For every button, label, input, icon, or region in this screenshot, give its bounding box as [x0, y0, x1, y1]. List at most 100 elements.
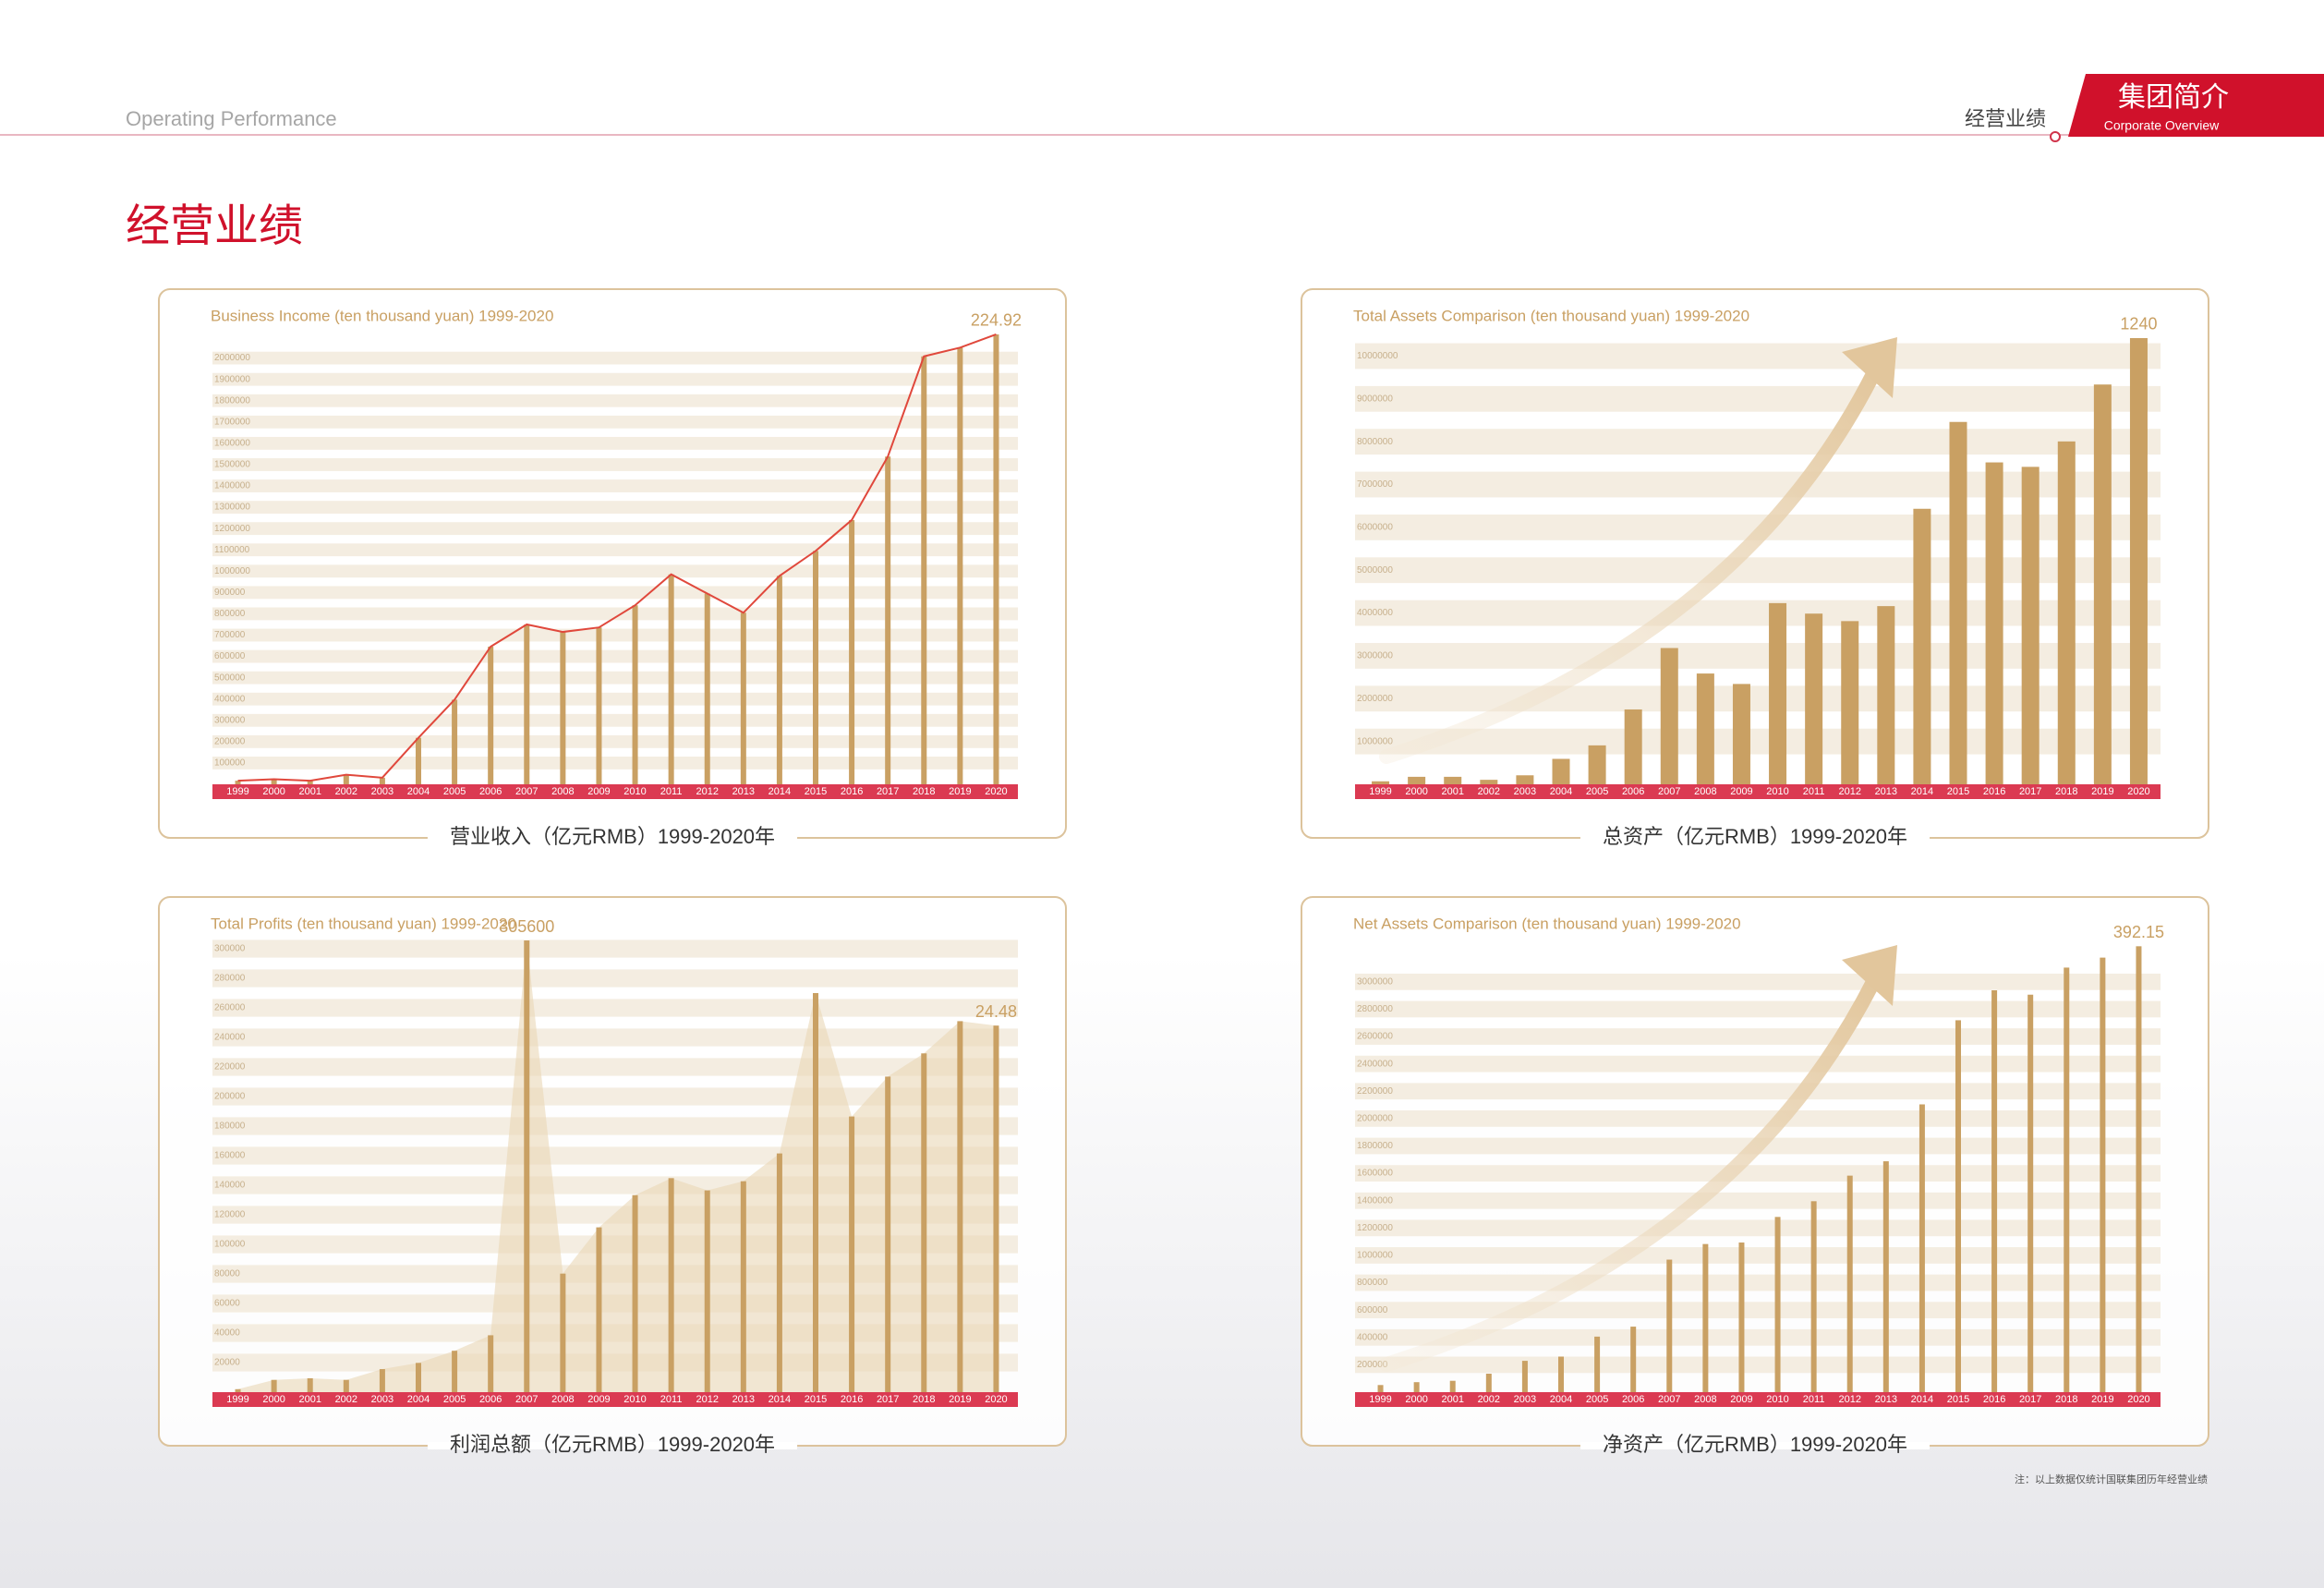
x-tick-label: 2006 [1622, 786, 1644, 797]
x-tick-label: 2013 [1875, 786, 1897, 797]
grid-stripe [1355, 1165, 2161, 1182]
grid-stripe [212, 458, 1018, 471]
chart-title: Total Profits (ten thousand yuan) 1999-2… [211, 915, 516, 932]
bar [1444, 776, 1462, 784]
x-tick-label: 2004 [1550, 786, 1572, 797]
bar [1913, 508, 1931, 784]
chart-panel: Business Income (ten thousand yuan) 1999… [158, 288, 1067, 848]
y-tick-label: 300000 [214, 944, 246, 954]
tab-title: 集团简介 [2118, 82, 2229, 113]
chart-panel: Net Assets Comparison (ten thousand yuan… [1301, 896, 2209, 1456]
bar [2129, 337, 2148, 784]
grid-stripe [1355, 1302, 2161, 1319]
grid-stripe [1355, 1000, 2161, 1018]
bar [271, 779, 277, 784]
trend-arrow [1379, 973, 1882, 1372]
grid-stripe [212, 1028, 1018, 1047]
grid-stripe [1355, 600, 2161, 626]
chart-caption: 利润总额（亿元RMB）1999-2020年 [450, 1433, 775, 1456]
grid-stripe [212, 564, 1018, 578]
bar [2136, 946, 2142, 1392]
page-title: 经营业绩 [126, 202, 303, 251]
x-tick-label: 2008 [551, 1394, 574, 1405]
x-tick-label: 2014 [769, 786, 791, 797]
grid-stripe [1355, 1247, 2161, 1264]
header-section: 经营业绩 [1965, 107, 2046, 130]
bar [524, 940, 530, 1392]
x-tick-label: 2002 [335, 786, 357, 797]
y-tick-label: 1600000 [1357, 1169, 1393, 1179]
x-tick-label: 2018 [913, 1394, 935, 1405]
bar [2093, 384, 2112, 784]
bar [1449, 1380, 1456, 1392]
x-tick-label: 2002 [1478, 1394, 1500, 1405]
bar [957, 1021, 963, 1392]
y-tick-label: 600000 [1357, 1305, 1388, 1315]
bar [1413, 1382, 1420, 1392]
bar [1769, 602, 1787, 784]
x-tick-label: 2005 [1586, 1394, 1608, 1405]
x-tick-label: 2001 [298, 786, 321, 797]
grid-stripe [212, 586, 1018, 600]
bar [921, 356, 927, 784]
y-tick-label: 280000 [214, 974, 246, 984]
annotation: 1240 [2120, 315, 2157, 333]
bar [1624, 709, 1642, 784]
bar [1521, 1361, 1528, 1392]
bar [1919, 1104, 1925, 1392]
x-tick-label: 2011 [1803, 1394, 1825, 1405]
bar [1485, 1374, 1492, 1392]
x-tick-label: 2007 [515, 786, 538, 797]
x-tick-label: 2017 [2019, 1394, 2041, 1405]
x-tick-label: 2000 [262, 786, 284, 797]
chart-caption: 总资产（亿元RMB）1999-2020年 [1603, 825, 1907, 848]
x-tick-label: 2014 [769, 1394, 791, 1405]
y-tick-label: 1800000 [1357, 1141, 1393, 1151]
y-tick-label: 300000 [214, 715, 246, 725]
x-tick-label: 2013 [732, 786, 755, 797]
x-tick-label: 2020 [985, 1394, 1007, 1405]
bar [343, 1379, 349, 1392]
x-tick-label: 2016 [1983, 786, 2005, 797]
x-tick-label: 2001 [1441, 1394, 1463, 1405]
bar [596, 627, 602, 784]
x-tick-label: 2019 [2091, 1394, 2113, 1405]
x-tick-label: 2007 [1658, 786, 1680, 797]
y-tick-label: 1000000 [1357, 1251, 1393, 1261]
x-tick-label: 2011 [1803, 786, 1825, 797]
x-tick-label: 2020 [2127, 786, 2149, 797]
grid-stripe [212, 394, 1018, 407]
bar [1377, 1385, 1384, 1392]
bar [885, 456, 891, 784]
x-tick-label: 2019 [949, 1394, 971, 1405]
y-tick-label: 80000 [214, 1269, 240, 1279]
bar [452, 1351, 458, 1392]
bar [704, 593, 710, 784]
y-tick-label: 2000000 [214, 353, 250, 363]
bar [813, 551, 818, 784]
y-tick-label: 600000 [214, 651, 246, 661]
y-tick-label: 1400000 [1357, 1195, 1393, 1206]
bar [307, 781, 313, 784]
bar [1882, 1161, 1889, 1392]
grid-stripe [1355, 1192, 2161, 1209]
x-tick-label: 2015 [805, 1394, 827, 1405]
x-tick-label: 1999 [226, 1394, 248, 1405]
y-tick-label: 100000 [214, 758, 246, 769]
y-tick-label: 200000 [214, 1092, 246, 1102]
x-tick-label: 2006 [479, 1394, 502, 1405]
trend-arrow-head [1842, 945, 1897, 1006]
bar [1810, 1201, 1817, 1392]
grid-stripe [212, 671, 1018, 685]
y-tick-label: 1000000 [1357, 736, 1393, 746]
bar [1991, 990, 1998, 1392]
grid-stripe [212, 628, 1018, 642]
grid-stripe [1355, 973, 2161, 990]
x-tick-label: 2010 [623, 1394, 646, 1405]
y-tick-label: 120000 [214, 1210, 246, 1220]
x-tick-label: 2012 [1838, 786, 1860, 797]
x-tick-label: 2001 [298, 1394, 321, 1405]
y-tick-label: 180000 [214, 1121, 246, 1132]
x-tick-label: 2003 [371, 1394, 393, 1405]
bar [813, 993, 818, 1392]
